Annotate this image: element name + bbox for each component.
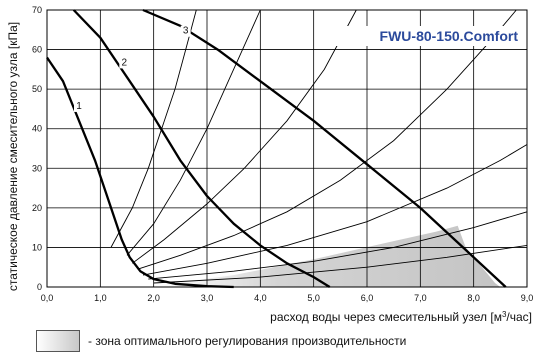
y-tick-label: 70 [32, 5, 42, 15]
x-axis-title-main: расход воды через смесительный узел [м [270, 310, 502, 324]
y-tick-label: 50 [32, 84, 42, 94]
legend-label: - зона оптимального регулирования произв… [88, 334, 407, 348]
title-background [330, 26, 524, 46]
y-tick-label: 30 [32, 163, 42, 173]
x-axis-title: расход воды через смесительный узел [м3/… [270, 310, 532, 325]
pump-curve-label-2: 2 [122, 57, 128, 68]
x-tick-label: 9,0 [521, 293, 534, 303]
pump-curve-label-3: 3 [183, 26, 189, 37]
pump-curve-label-bg [74, 100, 84, 112]
x-tick-label: 4,0 [254, 293, 267, 303]
x-tick-label: 0,0 [41, 293, 54, 303]
x-axis-title-end: /час] [506, 310, 532, 324]
x-tick-label: 6,0 [361, 293, 374, 303]
legend-swatch [36, 330, 80, 352]
legend: - зона оптимального регулирования произв… [36, 330, 406, 352]
x-tick-label: 8,0 [467, 293, 480, 303]
system-curve [142, 144, 528, 276]
x-tick-label: 2,0 [147, 293, 160, 303]
system-curve [153, 244, 528, 284]
y-tick-label: 60 [32, 45, 42, 55]
pump-curve-label-bg [180, 25, 191, 37]
optimal-zone-area [159, 225, 501, 287]
x-tick-label: 1,0 [94, 293, 107, 303]
system-curve [148, 211, 528, 280]
x-axis-title-sup: 3 [502, 310, 507, 319]
pump-curve-3 [142, 8, 507, 288]
chart-title: FWU-80-150.Comfort [380, 28, 519, 44]
x-tick-label: 5,0 [307, 293, 320, 303]
system-curve [132, 9, 357, 264]
pump-curve-label-bg [119, 57, 130, 69]
y-axis-title: статическое давление смесительного узла … [6, 22, 20, 291]
y-tick-label: 40 [32, 124, 42, 134]
pump-curve-label-1: 1 [76, 101, 82, 112]
x-tick-label: 3,0 [201, 293, 214, 303]
y-tick-label: 20 [32, 203, 42, 213]
system-curve [126, 9, 261, 256]
y-tick-label: 0 [37, 282, 42, 292]
x-tick-label: 7,0 [414, 293, 427, 303]
plot-frame [46, 9, 528, 288]
pump-curve-1 [46, 56, 234, 289]
system-curve [137, 9, 517, 270]
y-tick-label: 10 [32, 242, 42, 252]
